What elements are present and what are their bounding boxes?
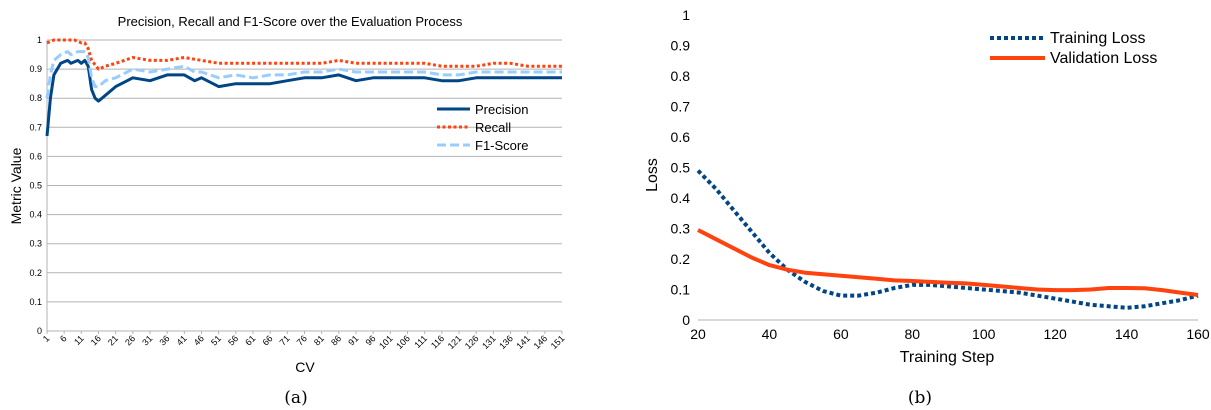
- chart-a-x-tick-label: 71: [278, 333, 292, 347]
- chart-b-y-tick-labels: 0 0.1 0.2 0.3 0.4 0.5 0.6 0.7 0.8 0.9 1: [671, 7, 691, 328]
- chart-a-x-tick-label: 6: [58, 333, 69, 344]
- legend-label-validation-loss: Validation Loss: [1050, 50, 1157, 67]
- chart-b-y-tick-label: 0.5: [671, 160, 691, 176]
- chart-a-x-tick-label: 136: [497, 333, 515, 351]
- chart-b-y-tick-label: 0.9: [671, 38, 691, 54]
- chart-a-axes: [46, 40, 563, 334]
- chart-b-x-tick-labels: 20 40 60 80 100 120 140 160: [690, 326, 1210, 342]
- chart-a-x-tick-label: 66: [260, 333, 274, 347]
- chart-b-y-tick-label: 0.8: [671, 68, 691, 84]
- chart-a-caption: (a): [284, 388, 307, 408]
- chart-a-x-tick-label: 146: [532, 333, 550, 351]
- chart-a-x-tick-label: 86: [329, 333, 343, 347]
- chart-b-y-tick-label: 0.6: [671, 129, 691, 145]
- chart-b-y-tick-label: 0.7: [671, 99, 691, 115]
- chart-a-x-tick-label: 11: [72, 333, 86, 347]
- chart-b-x-tick-label: 160: [1186, 326, 1210, 342]
- chart-a-x-tick-label: 131: [480, 333, 498, 351]
- chart-a-x-tick-label: 81: [312, 333, 326, 347]
- chart-a-y-tick-label: 0.9: [29, 64, 42, 74]
- chart-b-caption: (b): [908, 388, 932, 408]
- chart-a-y-tick-label: 0.3: [29, 239, 42, 249]
- chart-a-x-tick-label: 51: [209, 333, 223, 347]
- chart-a: Precision, Recall and F1-Score over the …: [8, 14, 566, 408]
- chart-a-x-tick-label: 46: [192, 333, 206, 347]
- chart-b-y-tick-label: 0.2: [671, 251, 691, 267]
- chart-b-legend: Training Loss Validation Loss: [990, 30, 1157, 67]
- chart-b-x-tick-label: 60: [833, 326, 849, 342]
- chart-b-y-tick-label: 0: [682, 312, 690, 328]
- chart-a-x-tick-label: 111: [412, 333, 429, 350]
- chart-a-x-tick-label: 61: [243, 333, 257, 347]
- legend-label-recall: Recall: [475, 120, 511, 135]
- chart-a-y-tick-label: 0: [37, 326, 42, 336]
- chart-a-x-tick-label: 121: [446, 333, 464, 351]
- chart-b-x-tick-label: 140: [1115, 326, 1139, 342]
- chart-a-x-tick-label: 141: [514, 333, 532, 351]
- chart-b-y-axis-label: Loss: [644, 158, 661, 192]
- chart-a-title: Precision, Recall and F1-Score over the …: [118, 14, 463, 29]
- chart-a-x-tick-labels: 1 6 11 16 21 26 31 36 41 46 51 56 61 66 71 76 81 86 91 96 10…: [41, 333, 567, 351]
- chart-a-y-tick-label: 0.4: [29, 210, 42, 220]
- chart-a-x-tick-label: 151: [549, 333, 567, 351]
- chart-a-y-tick-label: 0.7: [29, 122, 42, 132]
- chart-a-y-tick-label: 0.2: [29, 268, 42, 278]
- chart-a-y-axis-label: Metric Value: [8, 147, 24, 224]
- chart-a-y-tick-labels: 0 0.1 0.2 0.3 0.4 0.5 0.6 0.7 0.8 0.9 1: [29, 35, 42, 336]
- chart-a-x-tick-label: 101: [377, 333, 395, 351]
- chart-b-x-axis-label: Training Step: [900, 349, 995, 366]
- chart-a-y-tick-label: 0.1: [29, 297, 42, 307]
- chart-a-x-tick-label: 21: [106, 333, 120, 347]
- chart-b-y-tick-label: 0.4: [671, 190, 691, 206]
- chart-b-y-tick-label: 0.1: [671, 282, 691, 298]
- legend-label-precision: Precision: [475, 102, 528, 117]
- chart-a-series: [45, 38, 562, 137]
- chart-a-x-tick-label: 36: [157, 333, 171, 347]
- chart-b-y-tick-label: 0.3: [671, 221, 691, 237]
- series-line-f1-score: [45, 50, 562, 99]
- chart-a-y-tick-label: 0.6: [29, 151, 42, 161]
- chart-b-x-tick-label: 20: [690, 326, 706, 342]
- chart-a-x-tick-label: 16: [89, 333, 103, 347]
- chart-b-x-tick-label: 80: [904, 326, 920, 342]
- chart-a-x-tick-label: 91: [346, 333, 360, 347]
- chart-a-x-tick-label: 26: [123, 333, 137, 347]
- legend-label-f1-score: F1-Score: [475, 138, 528, 153]
- chart-b-x-tick-label: 40: [762, 326, 778, 342]
- series-line-training-loss: [696, 169, 1199, 310]
- chart-a-x-tick-label: 41: [175, 333, 189, 347]
- chart-a-y-tick-label: 0.5: [29, 181, 42, 191]
- chart-a-x-tick-label: 56: [226, 333, 240, 347]
- series-line-validation-loss: [697, 228, 1199, 297]
- chart-b: 0 0.1 0.2 0.3 0.4 0.5 0.6 0.7 0.8 0.9 1 20 40 60 80 10…: [644, 7, 1210, 408]
- chart-a-legend: Precision Recall F1-Score: [437, 102, 528, 153]
- chart-a-y-tick-label: 0.8: [29, 93, 42, 103]
- chart-a-x-tick-label: 126: [463, 333, 481, 351]
- chart-b-x-tick-label: 120: [1043, 326, 1067, 342]
- chart-a-x-tick-label: 31: [140, 333, 154, 347]
- chart-b-x-tick-label: 100: [972, 326, 996, 342]
- series-line-recall: [46, 38, 562, 71]
- chart-a-x-axis-label: CV: [295, 359, 315, 375]
- chart-a-y-tick-label: 1: [37, 35, 42, 45]
- chart-a-x-tick-label: 106: [394, 333, 412, 351]
- chart-a-gridlines: [47, 39, 562, 332]
- chart-b-y-tick-label: 1: [682, 7, 690, 23]
- chart-a-x-tick-label: 76: [295, 333, 309, 347]
- series-line-precision: [45, 58, 562, 137]
- chart-a-x-tick-label: 116: [429, 333, 446, 350]
- chart-b-series: [696, 169, 1199, 310]
- chart-a-x-tick-label: 1: [41, 333, 52, 344]
- chart-a-x-tick-label: 96: [363, 333, 377, 347]
- legend-label-training-loss: Training Loss: [1050, 30, 1145, 47]
